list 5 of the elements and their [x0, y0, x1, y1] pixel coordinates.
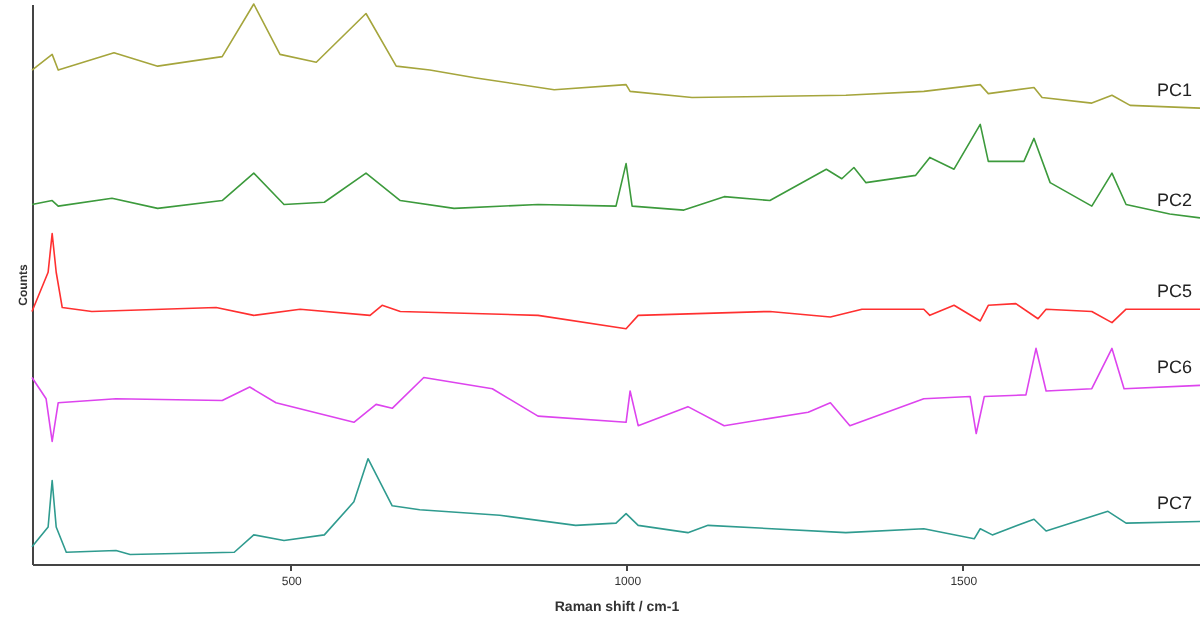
series-label: PC1	[1156, 80, 1192, 101]
series-label: PC5	[1156, 281, 1192, 302]
series-label: PC7	[1156, 493, 1192, 514]
series-label: PC2	[1156, 189, 1192, 210]
series-label: PC6	[1156, 357, 1192, 378]
